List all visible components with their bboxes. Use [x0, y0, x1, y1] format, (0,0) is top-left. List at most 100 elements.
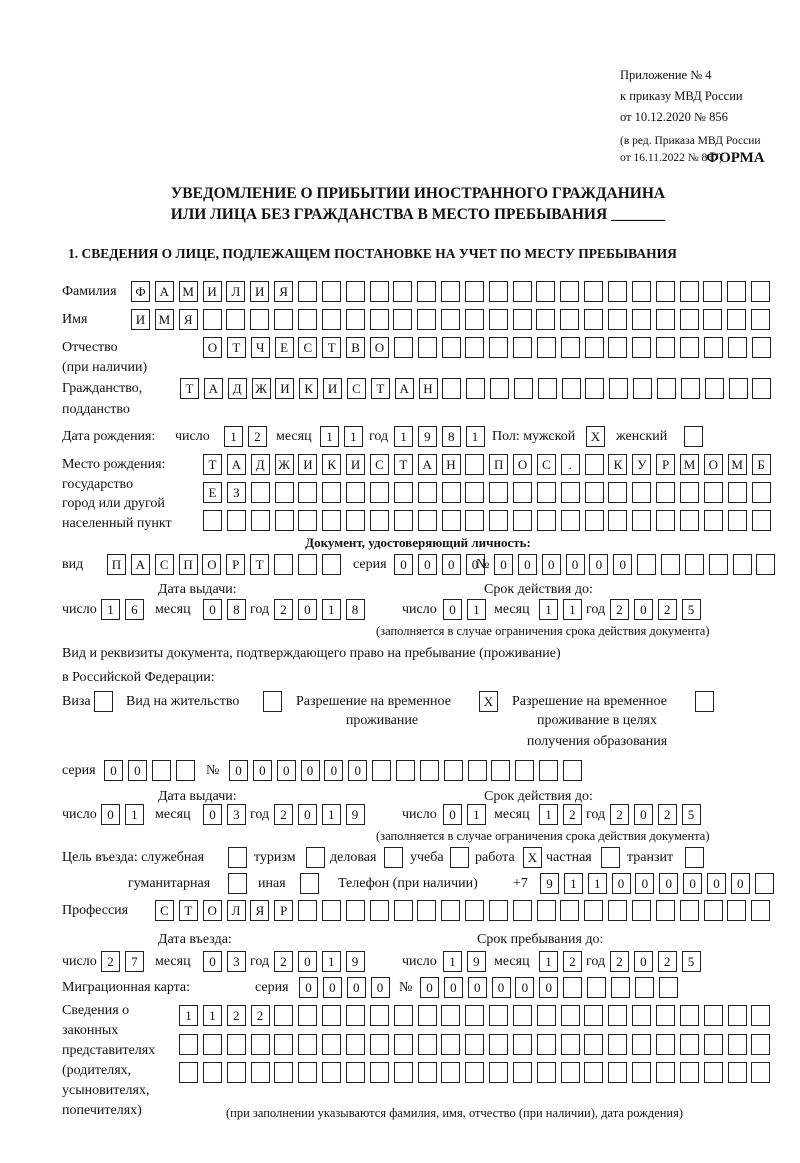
char-box[interactable]: Т — [180, 378, 199, 399]
char-box[interactable]: Ч — [250, 337, 270, 358]
char-box[interactable] — [632, 337, 652, 358]
char-box[interactable]: X — [586, 426, 605, 447]
char-box[interactable] — [395, 760, 415, 781]
char-box[interactable] — [274, 510, 294, 531]
char-box[interactable]: 0 — [706, 873, 726, 894]
char-box[interactable]: М — [680, 454, 699, 475]
char-box[interactable]: А — [394, 378, 414, 399]
char-box[interactable] — [250, 309, 270, 330]
char-box[interactable] — [322, 482, 342, 503]
char-box[interactable] — [228, 847, 247, 868]
char-box[interactable]: 1 — [587, 873, 607, 894]
purpose-humanitarian-checkbox[interactable] — [228, 873, 252, 895]
char-box[interactable] — [464, 281, 484, 302]
char-box[interactable] — [274, 309, 294, 330]
char-box[interactable]: 0 — [127, 760, 147, 781]
char-box[interactable] — [346, 510, 366, 531]
char-box[interactable] — [703, 1034, 723, 1055]
char-box[interactable]: 0 — [539, 977, 559, 998]
char-box[interactable] — [751, 1034, 771, 1055]
char-box[interactable] — [584, 482, 604, 503]
char-box[interactable]: О — [369, 337, 389, 358]
char-box[interactable]: 0 — [252, 760, 272, 781]
char-box[interactable]: 0 — [659, 873, 679, 894]
char-box[interactable]: 8 — [345, 599, 365, 620]
char-box[interactable]: 0 — [297, 599, 317, 620]
char-box[interactable] — [703, 1005, 723, 1026]
char-box[interactable] — [417, 482, 437, 503]
birthplace-field-3[interactable] — [203, 510, 775, 532]
char-box[interactable]: П — [178, 554, 198, 575]
char-box[interactable]: Я — [274, 281, 294, 302]
char-box[interactable] — [94, 691, 113, 712]
char-box[interactable] — [708, 554, 728, 575]
char-box[interactable] — [584, 510, 604, 531]
char-box[interactable]: И — [250, 281, 270, 302]
char-box[interactable] — [489, 510, 509, 531]
char-box[interactable]: К — [299, 378, 319, 399]
char-box[interactable] — [560, 510, 580, 531]
char-box[interactable] — [684, 426, 703, 447]
char-box[interactable] — [489, 1062, 509, 1083]
char-box[interactable]: Р — [226, 554, 246, 575]
char-box[interactable] — [751, 337, 771, 358]
char-box[interactable]: П — [107, 554, 126, 575]
char-box[interactable] — [417, 309, 437, 330]
char-box[interactable] — [465, 337, 485, 358]
char-box[interactable] — [274, 1062, 294, 1083]
char-box[interactable]: 0 — [565, 554, 585, 575]
char-box[interactable]: 0 — [441, 554, 461, 575]
char-box[interactable]: 0 — [370, 977, 390, 998]
char-box[interactable] — [656, 482, 676, 503]
char-box[interactable]: 0 — [203, 599, 222, 620]
char-box[interactable] — [634, 977, 654, 998]
char-box[interactable] — [655, 900, 675, 921]
char-box[interactable] — [727, 309, 747, 330]
char-box[interactable]: X — [523, 847, 542, 868]
char-box[interactable]: 0 — [515, 977, 535, 998]
char-box[interactable] — [321, 309, 341, 330]
char-box[interactable]: 0 — [443, 977, 463, 998]
char-box[interactable]: 9 — [417, 426, 437, 447]
char-box[interactable]: И — [275, 378, 295, 399]
char-box[interactable]: 1 — [321, 804, 341, 825]
char-box[interactable]: Ж — [274, 454, 294, 475]
char-box[interactable] — [369, 482, 389, 503]
char-box[interactable]: 2 — [250, 1005, 270, 1026]
char-box[interactable] — [584, 900, 604, 921]
char-box[interactable] — [441, 309, 461, 330]
sex-female-checkbox[interactable] — [684, 426, 708, 448]
char-box[interactable] — [441, 1034, 461, 1055]
char-box[interactable]: С — [536, 454, 556, 475]
char-box[interactable]: 2 — [562, 951, 582, 972]
char-box[interactable] — [202, 309, 222, 330]
char-box[interactable] — [752, 378, 772, 399]
char-box[interactable] — [727, 337, 747, 358]
char-box[interactable]: 8 — [441, 426, 461, 447]
char-box[interactable] — [345, 900, 365, 921]
char-box[interactable] — [563, 977, 583, 998]
char-box[interactable] — [226, 309, 246, 330]
char-box[interactable] — [608, 510, 628, 531]
char-box[interactable] — [322, 510, 342, 531]
char-box[interactable]: 0 — [417, 554, 437, 575]
char-box[interactable] — [751, 1005, 771, 1026]
char-box[interactable] — [393, 1062, 413, 1083]
char-box[interactable]: И — [298, 454, 318, 475]
char-box[interactable] — [513, 482, 533, 503]
char-box[interactable]: 0 — [683, 873, 703, 894]
char-box[interactable] — [684, 554, 704, 575]
char-box[interactable] — [656, 1062, 675, 1083]
char-box[interactable] — [601, 847, 620, 868]
char-box[interactable]: 6 — [124, 599, 144, 620]
char-box[interactable] — [680, 337, 699, 358]
char-box[interactable]: 1 — [466, 599, 486, 620]
char-box[interactable] — [703, 337, 723, 358]
